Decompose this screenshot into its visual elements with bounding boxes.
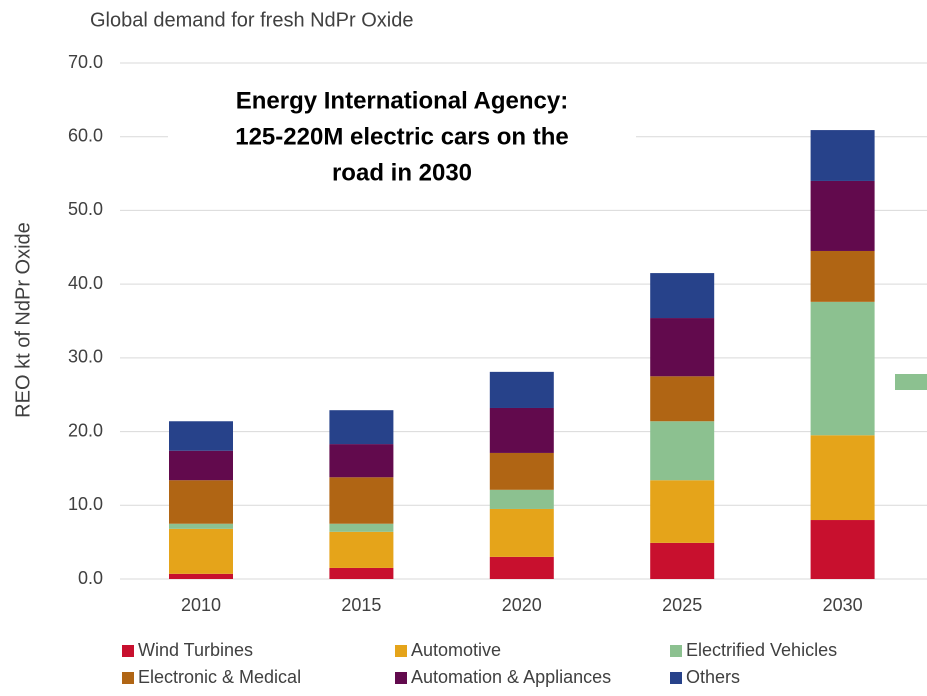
bar-segment xyxy=(169,450,233,481)
legend-label: Electrified Vehicles xyxy=(686,640,837,660)
bar-segment xyxy=(329,567,394,579)
y-tick-label: 50.0 xyxy=(68,199,103,219)
x-tick-label: 2010 xyxy=(181,595,221,615)
bar-segment xyxy=(650,273,715,319)
bar-segment xyxy=(650,376,715,422)
legend-label: Automation & Appliances xyxy=(411,667,611,687)
y-tick-label: 40.0 xyxy=(68,273,103,293)
x-tick-label: 2020 xyxy=(502,595,542,615)
bar-segment xyxy=(329,444,394,478)
bar-segment xyxy=(489,452,554,490)
legend-swatch xyxy=(395,645,407,657)
bar-segment xyxy=(329,477,394,524)
annotation: road in 2030 xyxy=(332,159,472,186)
bar-segment xyxy=(810,250,875,302)
bar-segment xyxy=(169,528,233,574)
x-tick-label: 2025 xyxy=(662,595,702,615)
bar-segment xyxy=(810,180,875,251)
bar-segment xyxy=(329,523,394,532)
legend-swatch xyxy=(395,672,407,684)
y-tick-label: 10.0 xyxy=(68,494,103,514)
bar-segment xyxy=(650,421,715,481)
bar-segment xyxy=(169,573,233,579)
legend-label: Automotive xyxy=(411,640,501,660)
legend-swatch xyxy=(670,645,682,657)
bar-segment xyxy=(329,410,394,445)
y-tick-label: 30.0 xyxy=(68,347,103,367)
bar-segment xyxy=(650,318,715,377)
legend-swatch xyxy=(122,672,134,684)
legend-label: Others xyxy=(686,667,740,687)
chart-title: Global demand for fresh NdPr Oxide xyxy=(90,9,414,31)
x-tick-label: 2015 xyxy=(341,595,381,615)
bar-segment xyxy=(489,556,554,579)
bar-segment xyxy=(329,531,394,568)
y-tick-label: 70.0 xyxy=(68,52,103,72)
bar-segment xyxy=(810,435,875,521)
y-tick-label: 0.0 xyxy=(78,568,103,588)
bar-segment xyxy=(810,130,875,181)
bar-segment xyxy=(489,407,554,453)
partial-shape xyxy=(895,374,927,390)
x-tick-label: 2030 xyxy=(823,595,863,615)
bar-segment xyxy=(169,480,233,524)
y-axis-label: REO kt of NdPr Oxide xyxy=(12,222,34,418)
y-tick-label: 60.0 xyxy=(68,125,103,145)
bar-segment xyxy=(810,301,875,436)
legend-label: Electronic & Medical xyxy=(138,667,301,687)
bar-segment xyxy=(489,371,554,408)
annotation-box xyxy=(168,82,636,194)
bar-segment xyxy=(489,508,554,557)
bar-segment xyxy=(650,480,715,543)
y-tick-label: 20.0 xyxy=(68,420,103,440)
legend-swatch xyxy=(122,645,134,657)
annotation: 125-220M electric cars on the xyxy=(235,123,569,150)
bar-segment xyxy=(489,489,554,509)
bar-segment xyxy=(169,421,233,451)
bar-segment xyxy=(169,523,233,529)
bar-segment xyxy=(650,542,715,579)
bar-segment xyxy=(810,520,875,579)
annotation: Energy International Agency: xyxy=(236,87,569,114)
legend-label: Wind Turbines xyxy=(138,640,253,660)
legend-swatch xyxy=(670,672,682,684)
